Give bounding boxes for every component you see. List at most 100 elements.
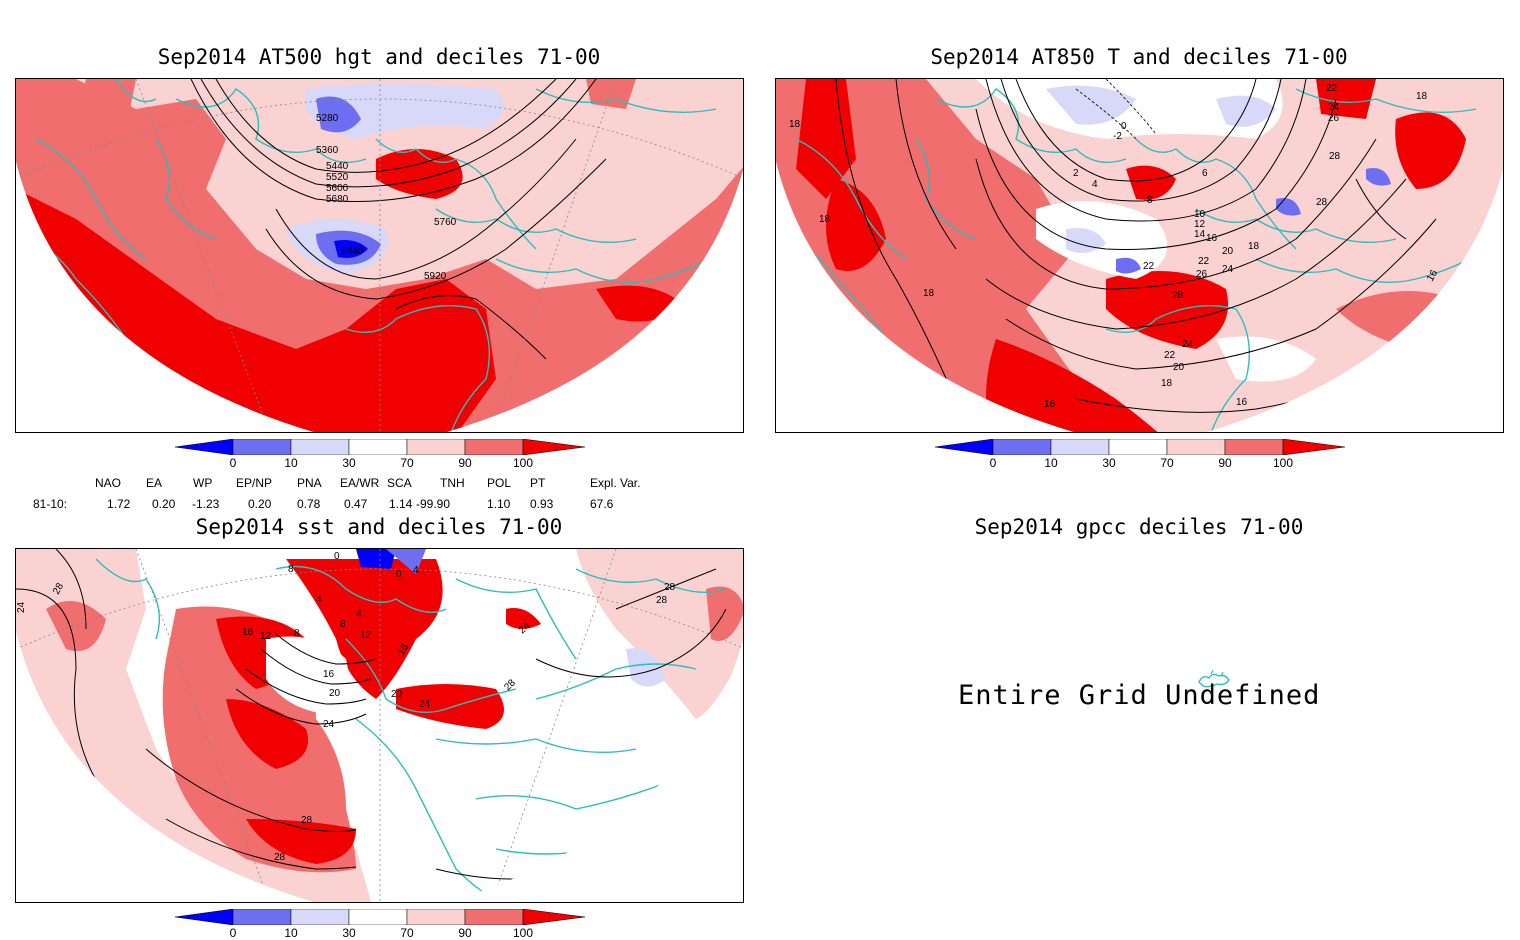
contour-label: 18 [819,214,831,225]
contour-label: 5920 [424,271,447,282]
contour-label: 10 [1194,209,1206,220]
contour-label: 16 [242,627,254,638]
colorbar-hgt [174,438,586,456]
teleconnection-table: NAO EA WP EP/NP PNA EA/WR SCA TNH POL PT… [0,476,760,512]
panel-title-gpcc: Sep2014 gpcc deciles 71-00 [974,515,1304,539]
contour-label: 14 [1194,229,1206,240]
contour-label: 18 [923,288,935,299]
contour-label: 24 [16,601,27,613]
panel-title-t850: Sep2014 AT850 T and deciles 71-00 [930,45,1348,69]
cbar-70-90 [406,438,466,456]
contour-label: 5360 [316,145,339,156]
colorbar-t850 [934,438,1346,456]
map-hgt: 5280 5360 5440 5520 5600 5680 5760 5840 … [15,78,744,433]
cbar-label: 10 [284,456,298,470]
tc-header: POL [487,476,512,490]
contour-label: 28 [51,581,66,597]
map-fragment-icon [1198,669,1230,688]
contour-label: 28 [301,815,313,826]
undefined-grid-message: Entire Grid Undefined [958,680,1321,711]
contour-label: 28 [1172,290,1184,301]
cbar-label: 10 [284,926,298,940]
contour-label: 16 [1425,268,1440,284]
contour-label: 24 [419,699,431,710]
contour-label: 18 [789,119,801,130]
cbar-label: 70 [400,926,414,940]
cbar-label: 0 [229,456,237,470]
cbar-label: 30 [342,926,356,940]
cbar-label: 100 [512,456,534,470]
contour-label: 26 [1196,269,1208,280]
contour-label: 16 [1206,233,1218,244]
contour-label: 4 [316,594,322,605]
contour-label: 20 [391,689,403,700]
contour-label: 20 [1173,362,1185,373]
contour-label: 5280 [316,113,339,124]
cbar-30-70 [348,438,408,456]
cbar-label: 70 [1160,456,1174,470]
map-sst: 28 24 28 28 28 28 24 20 16 16 12 8 8 4 4… [15,548,744,903]
contour-label: 12 [360,630,372,641]
contour-label: 2 [1073,168,1079,179]
cbar-label: 0 [989,456,997,470]
contour-label: 26 [1328,113,1340,124]
cbar-label: 90 [458,456,472,470]
contour-label: 16 [323,669,335,680]
contour-label: 24 [323,719,335,730]
contour-label: 5840 [341,246,364,257]
tc-value: 0.20 [152,497,176,511]
cbar-90-100 [464,438,524,456]
tc-value: 67.6 [590,497,614,511]
contour-label: 28 [664,582,676,593]
colorbar-labels-sst: 0 10 30 70 90 100 [175,926,585,940]
contour-label: 4 [356,609,362,620]
contour-label: 28 [1329,151,1341,162]
hgt-below-30-north [306,84,504,139]
cbar-label: 30 [1102,456,1116,470]
colorbar-sst [174,908,586,926]
tc-value: -99.90 [416,497,451,511]
tc-value: 1.10 [487,497,511,511]
contour-label: 6 [1202,168,1208,179]
tc-value: -1.23 [192,497,220,511]
contour-label: 5440 [326,161,349,172]
contour-label: 20 [329,688,341,699]
tc-header: NAO [95,476,122,490]
contour-label: 18 [1248,241,1260,252]
contour-label: 0 [396,569,402,580]
contour-label: 16 [1236,397,1248,408]
contour-label: 4 [413,565,419,576]
tc-header: EA/WR [340,476,380,490]
contour-label: 8 [288,564,294,575]
contour-label: 28 [656,595,668,606]
panel-title-sst: Sep2014 sst and deciles 71-00 [195,515,563,539]
tc-value: 0.20 [248,497,272,511]
contour-label: 22 [1326,83,1338,94]
tc-row-label: 81-10: [33,497,68,511]
cbar-label: 0 [229,926,237,940]
contour-label: 18 [1161,378,1173,389]
tc-header: PT [530,476,546,490]
tc-value: 0.78 [297,497,321,511]
contour-label: 22 [1143,261,1155,272]
cbar-below-0 [174,438,234,456]
tc-value: 0.47 [344,497,368,511]
colorbar-labels-t850: 0 10 30 70 90 100 [935,456,1345,470]
contour-label: 20 [1222,246,1234,257]
contour-label: 0 [334,551,340,562]
panel-title-hgt: Sep2014 AT500 hgt and deciles 71-00 [157,45,601,69]
contour-label: 8 [294,628,300,639]
tc-header: Expl. Var. [590,476,641,490]
contour-label: 18 [1416,91,1428,102]
contour-label: 16 [1044,399,1056,410]
contour-label: 12 [1194,219,1206,230]
cbar-label: 100 [512,926,534,940]
tc-header: TNH [440,476,465,490]
contour-label: 28 [1316,197,1328,208]
contour-label: 24 [1182,339,1194,350]
cbar-label: 90 [1218,456,1232,470]
cbar-label: 90 [458,926,472,940]
tc-header: EP/NP [236,476,273,490]
colorbar-labels-hgt: 0 10 30 70 90 100 [175,456,585,470]
contour-label: 8 [1147,195,1153,206]
